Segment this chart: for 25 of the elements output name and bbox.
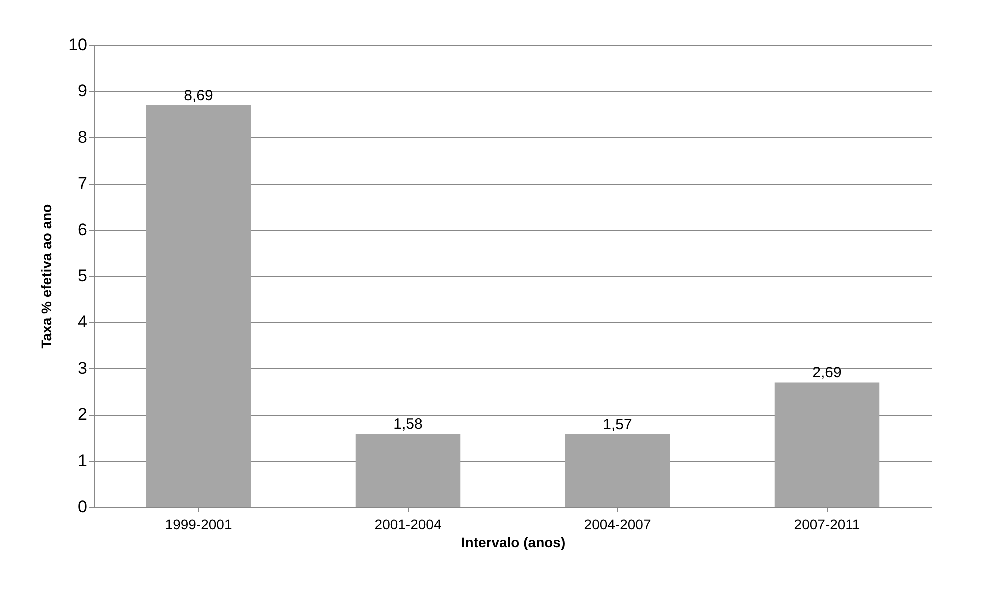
x-tick-label: 2001-2004 xyxy=(374,516,442,532)
data-label: 8,69 xyxy=(184,88,214,105)
bar xyxy=(565,434,670,507)
y-tick-label: 8 xyxy=(78,128,88,147)
y-tick-label: 1 xyxy=(78,451,88,470)
x-tick-label: 1999-2001 xyxy=(165,516,232,532)
bar xyxy=(774,382,880,507)
y-tick-label: 6 xyxy=(78,220,88,240)
data-label: 2,69 xyxy=(812,364,842,382)
data-label: 1,58 xyxy=(394,416,423,434)
y-tick-label: 5 xyxy=(78,266,88,286)
y-tick-label: 9 xyxy=(78,82,88,101)
y-axis-title: Taxa % efetiva ao ano xyxy=(38,204,55,349)
x-tick-label: 2004-2007 xyxy=(584,516,652,532)
bar xyxy=(356,434,461,507)
x-tick-label: 2007-2011 xyxy=(794,516,860,532)
data-label: 1,57 xyxy=(603,416,632,434)
y-tick-label: 10 xyxy=(68,36,88,54)
y-tick-label: 3 xyxy=(78,358,88,378)
y-tick-label: 7 xyxy=(78,174,88,194)
x-axis-title: Intervalo (anos) xyxy=(461,534,566,550)
y-tick-label: 4 xyxy=(78,312,88,332)
bar xyxy=(146,106,252,507)
y-tick-label: 2 xyxy=(78,405,88,424)
y-tick-label: 0 xyxy=(78,498,88,516)
